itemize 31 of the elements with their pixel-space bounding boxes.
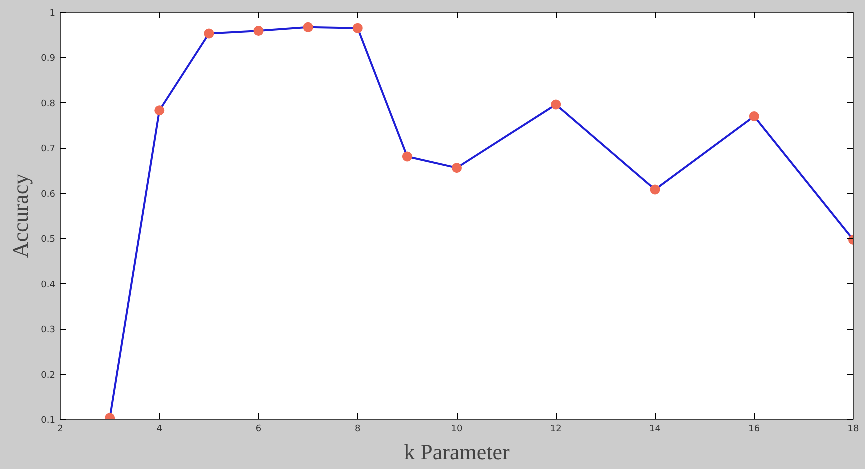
y-tick-label: 0.2 xyxy=(41,370,56,381)
x-tick-label: 8 xyxy=(355,424,362,434)
point xyxy=(303,22,314,32)
x-tick-label: 16 xyxy=(748,424,760,434)
point xyxy=(551,100,562,110)
y-tick-label: 0.9 xyxy=(41,54,56,64)
point xyxy=(452,163,462,174)
x-tick-label: 18 xyxy=(848,424,860,434)
y-tick-label: 1 xyxy=(50,9,56,19)
point xyxy=(154,106,165,116)
y-tick-label: 0.8 xyxy=(41,99,56,110)
y-tick-label: 0.7 xyxy=(41,144,56,155)
x-tick-label: 10 xyxy=(451,424,463,434)
x-tick-label: 12 xyxy=(550,424,562,434)
y-tick-label: 0.5 xyxy=(41,235,56,246)
point xyxy=(254,26,264,36)
point xyxy=(402,152,412,162)
y-tick-label: 0.1 xyxy=(41,416,56,426)
point xyxy=(204,28,214,39)
y-axis-title: Accuracy xyxy=(8,174,34,258)
y-tick-label: 0.6 xyxy=(41,190,56,200)
x-tick-label: 4 xyxy=(156,424,163,434)
point xyxy=(352,23,363,34)
y-tick-label: 0.4 xyxy=(41,280,56,290)
x-tick-label: 6 xyxy=(256,424,262,434)
x-axis-title: k Parameter xyxy=(404,440,511,464)
y-tick-label: 0.3 xyxy=(41,326,56,336)
x-tick-label: 2 xyxy=(58,424,64,434)
point xyxy=(650,184,660,195)
x-tick-label: 14 xyxy=(650,424,662,434)
point xyxy=(749,112,760,122)
